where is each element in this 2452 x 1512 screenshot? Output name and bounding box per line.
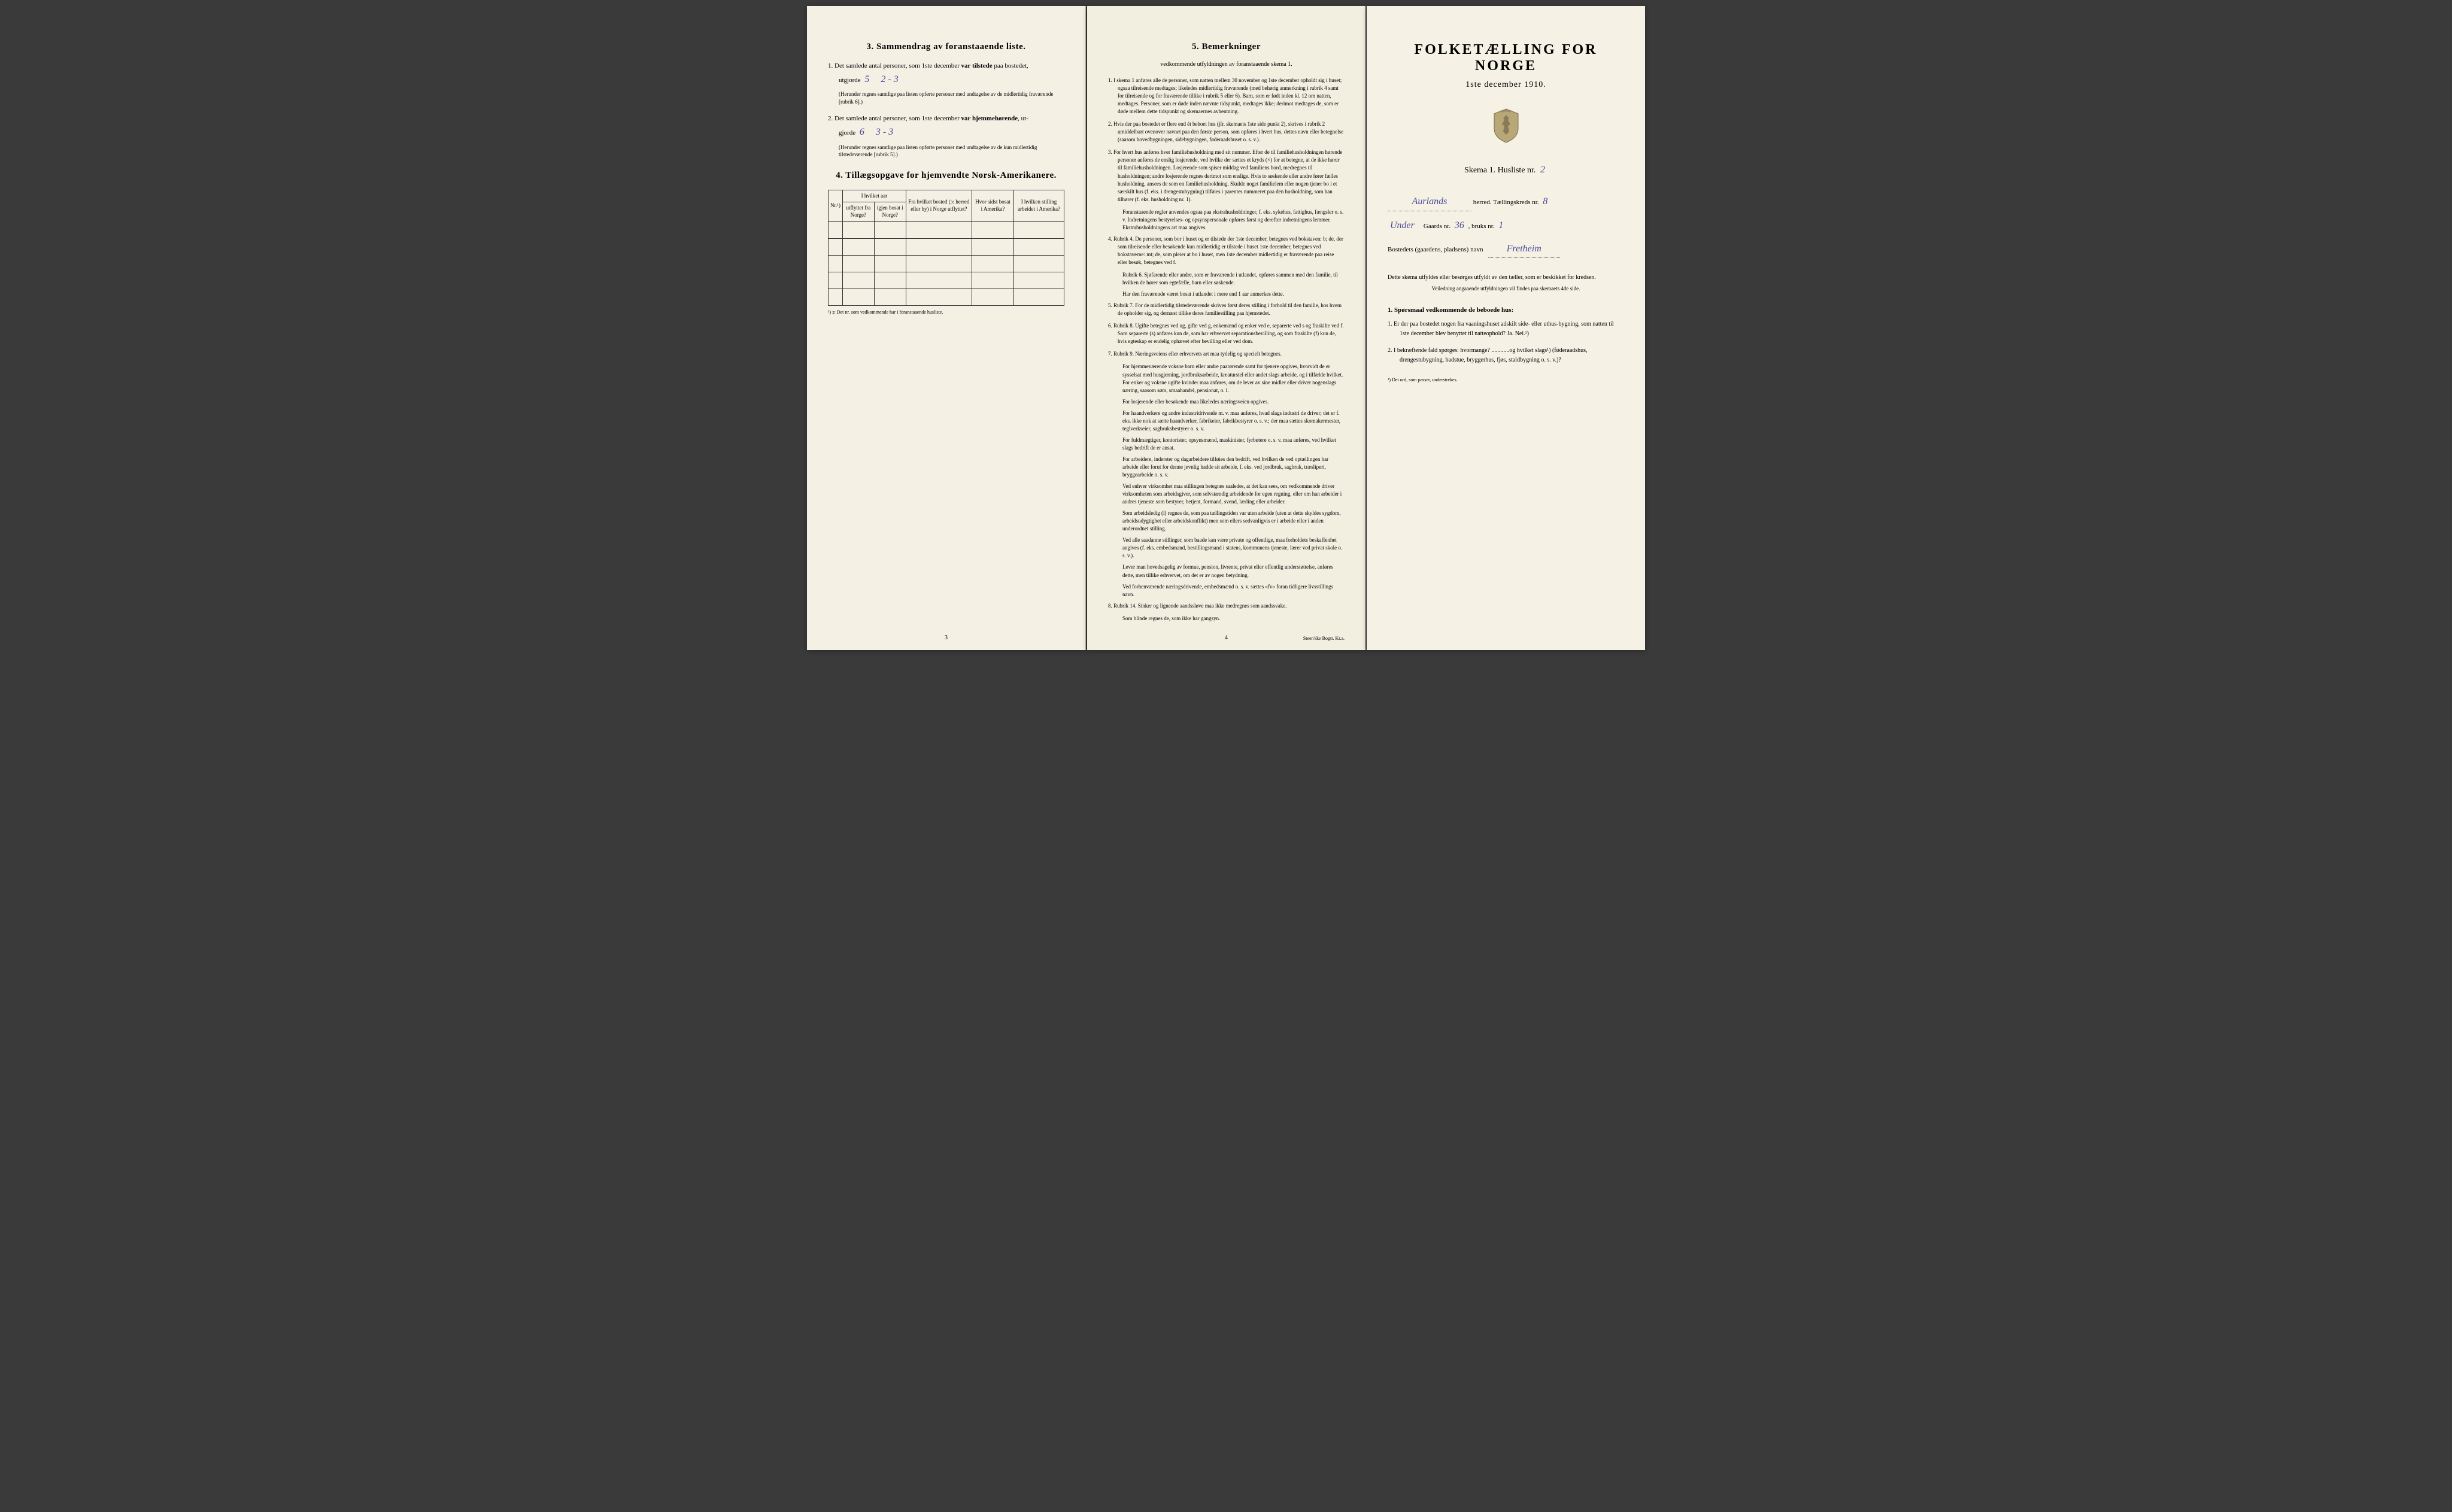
handwritten-count-1b: 2 - 3 bbox=[878, 74, 900, 84]
th-utflyttet: utflyttet fra Norge? bbox=[842, 202, 874, 221]
th-amerika-bosat: Hvor sidst bosat i Amerika? bbox=[972, 190, 1013, 221]
remark-sub: Rubrik 6. Sjøfarende eller andre, som er… bbox=[1108, 271, 1345, 287]
table-row bbox=[829, 289, 1064, 305]
handwritten-count-2a: 6 bbox=[857, 127, 867, 137]
remark-sub: Lever man hovedsagelig av formue, pensio… bbox=[1108, 563, 1345, 579]
question-2: 2. I bekræftende fald spørges: hvormange… bbox=[1388, 346, 1624, 365]
table-row bbox=[829, 255, 1064, 272]
section-4-title: 4. Tillægsopgave for hjemvendte Norsk-Am… bbox=[828, 171, 1064, 181]
section-5-title: 5. Bemerkninger bbox=[1108, 42, 1345, 52]
summary-item-1: 1. Det samlede antal personer, som 1ste … bbox=[828, 61, 1064, 87]
instruction-sub: Veiledning angaaende utfyldningen vil fi… bbox=[1388, 286, 1624, 292]
remark-sub: Har den fraværende været bosat i utlande… bbox=[1108, 290, 1345, 298]
remark-sub: For haandverkere og andre industridriven… bbox=[1108, 409, 1345, 433]
remark-item: 8. Rubrik 14. Sinker og lignende aandssl… bbox=[1108, 602, 1345, 610]
table-footnote: ¹) ɔ: Det nr. som vedkommende har i fora… bbox=[828, 309, 1064, 315]
remark-sub: Foranstaaende regler anvendes ogsaa paa … bbox=[1108, 208, 1345, 232]
norsk-amerikanere-table: Nr.¹) I hvilket aar Fra hvilket bosted (… bbox=[828, 190, 1064, 315]
coat-of-arms-icon bbox=[1388, 108, 1624, 147]
handwritten-count-2b: 3 - 3 bbox=[873, 127, 896, 137]
remark-item: 5. Rubrik 7. For de midlertidig tilstede… bbox=[1108, 302, 1345, 317]
gaards-nr: 36 bbox=[1452, 220, 1467, 230]
th-stilling: I hvilken stilling arbeidet i Amerika? bbox=[1014, 190, 1064, 221]
table-row bbox=[829, 221, 1064, 238]
remark-sub: Ved forhenværende næringsdrivende, embed… bbox=[1108, 583, 1345, 599]
th-aar: I hvilket aar bbox=[842, 190, 906, 202]
table-row bbox=[829, 272, 1064, 289]
question-1: 1. Er der paa bostedet nogen fra vaaning… bbox=[1388, 320, 1624, 339]
remarks-list: 1. I skema 1 anføres alle de personer, s… bbox=[1108, 77, 1345, 623]
item-1-note: (Herunder regnes samtlige paa listen opf… bbox=[828, 90, 1064, 105]
remark-item: 4. Rubrik 4. De personer, som bor i huse… bbox=[1108, 235, 1345, 266]
table-body bbox=[829, 221, 1064, 305]
section-3-title: 3. Sammendrag av foranstaaende liste. bbox=[828, 42, 1064, 52]
instruction-text: Dette skema utfyldes eller besørges utfy… bbox=[1388, 273, 1624, 282]
remark-item: 3. For hvert hus anføres hver familiehus… bbox=[1108, 148, 1345, 203]
printer-mark: Steen'ske Bogtr. Kr.a. bbox=[1303, 636, 1345, 641]
section-5-subtitle: vedkommende utfyldningen av foranstaaend… bbox=[1108, 61, 1345, 68]
kreds-nr: 8 bbox=[1540, 196, 1550, 207]
bosted-name: Fretheim bbox=[1488, 241, 1560, 259]
question-section-title: 1. Spørsmaal vedkommende de beboede hus: bbox=[1388, 306, 1624, 314]
skema-line: Skema 1. Husliste nr. 2 bbox=[1388, 165, 1624, 175]
page-title: FOLKETÆLLING FOR NORGE 1ste december 191… bbox=[1367, 6, 1645, 650]
page-4: 5. Bemerkninger vedkommende utfyldningen… bbox=[1087, 6, 1365, 650]
remark-item: 1. I skema 1 anføres alle de personer, s… bbox=[1108, 77, 1345, 116]
document-spread: 3. Sammendrag av foranstaaende liste. 1.… bbox=[807, 6, 1645, 650]
remark-sub: Ved enhver virksomhet maa stillingen bet… bbox=[1108, 482, 1345, 506]
gaards-line: Under Gaards nr. 36 , bruks nr. 1 bbox=[1388, 217, 1624, 235]
page-number-4: 4 bbox=[1225, 634, 1228, 641]
remark-sub: Ved alle saadanne stillinger, som baade … bbox=[1108, 536, 1345, 560]
remark-sub: For hjemmeværende voksne barn eller andr… bbox=[1108, 363, 1345, 394]
remark-sub: For losjerende eller besøkende maa likel… bbox=[1108, 398, 1345, 406]
bruks-nr: 1 bbox=[1496, 220, 1506, 230]
remark-sub: Som arbeidsledig (l) regnes de, som paa … bbox=[1108, 509, 1345, 533]
remark-sub: For fuldmægtiger, kontorister, opsynsmæn… bbox=[1108, 436, 1345, 452]
herred-name: Aurlands bbox=[1388, 193, 1471, 211]
remark-item: 6. Rubrik 8. Ugifte betegnes ved ug, gif… bbox=[1108, 322, 1345, 345]
footnote: ¹) Det ord, som passer, understrekes. bbox=[1388, 377, 1624, 382]
under-prefix: Under bbox=[1388, 220, 1417, 230]
th-igjen: igjen bosat i Norge? bbox=[874, 202, 906, 221]
remark-item: 2. Hvis der paa bostedet er flere end ét… bbox=[1108, 120, 1345, 144]
census-date: 1ste december 1910. bbox=[1388, 80, 1624, 90]
census-title: FOLKETÆLLING FOR NORGE bbox=[1388, 42, 1624, 74]
page-number-3: 3 bbox=[945, 634, 948, 641]
handwritten-count-1a: 5 bbox=[862, 74, 872, 84]
remark-sub: For arbeidere, inderster og dagarbeidere… bbox=[1108, 456, 1345, 479]
summary-item-2: 2. Det samlede antal personer, som 1ste … bbox=[828, 114, 1064, 139]
remark-sub: Som blinde regnes de, som ikke har gangs… bbox=[1108, 615, 1345, 623]
husliste-nr: 2 bbox=[1538, 165, 1547, 175]
bosted-line: Bostedets (gaardens, pladsens) navn Fret… bbox=[1388, 241, 1624, 259]
remark-item: 7. Rubrik 9. Næringsveiens eller erhverv… bbox=[1108, 350, 1345, 358]
th-nr: Nr.¹) bbox=[829, 190, 843, 221]
table-row bbox=[829, 238, 1064, 255]
item-2-note: (Herunder regnes samtlige paa listen opf… bbox=[828, 144, 1064, 159]
th-bosted: Fra hvilket bosted (ɔ: herred eller by) … bbox=[906, 190, 972, 221]
herred-line: Aurlands herred. Tællingskreds nr. 8 bbox=[1388, 193, 1624, 211]
page-3: 3. Sammendrag av foranstaaende liste. 1.… bbox=[807, 6, 1086, 650]
